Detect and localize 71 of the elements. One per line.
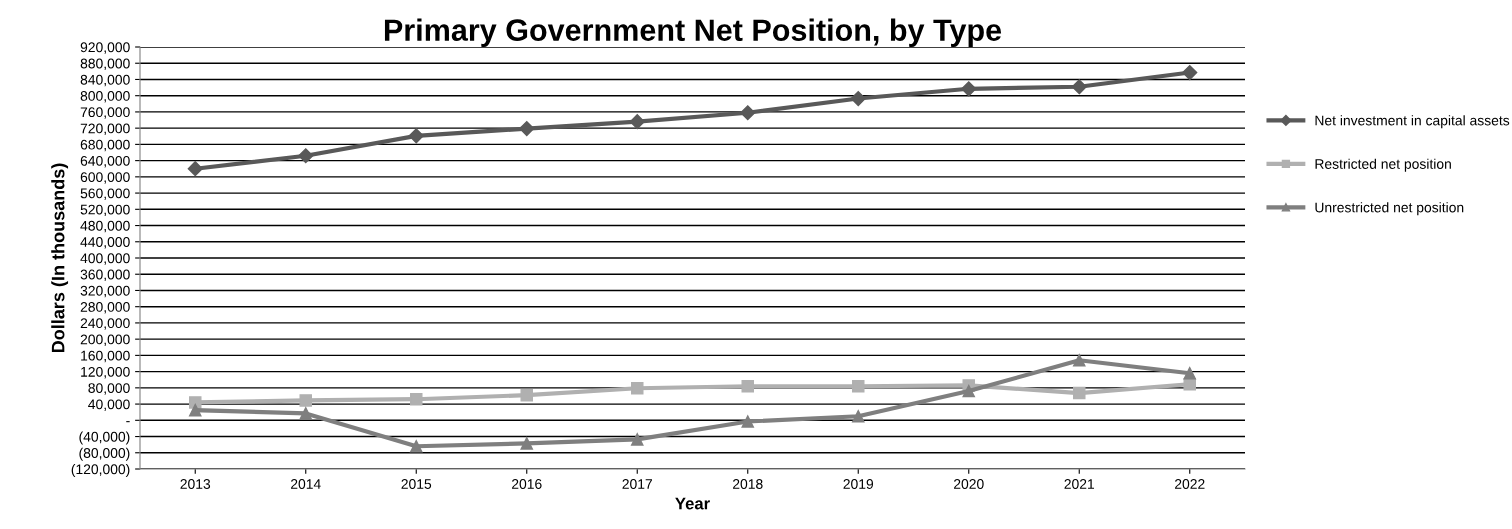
y-tick-label: 600,000 [80,172,130,184]
x-tick-label: 2013 [180,479,211,489]
point [1182,64,1198,81]
x-tick-label: 2022 [1175,479,1205,489]
y-tick-label: 520,000 [80,204,130,217]
y-tick-label: - [126,421,130,423]
y-tick-label: 120,000 [81,366,130,379]
point [519,120,535,137]
y-tick-label: (40,000) [79,431,130,445]
legend-label: Net investment in capital assets [1315,115,1510,129]
y-tick-label: 240,000 [80,318,130,330]
point [1072,354,1086,367]
y-tick-label: 40,000 [88,399,130,411]
y-tick-label: 640,000 [80,155,130,168]
y-tick-label: 200,000 [80,334,130,346]
y-tick-label: 760,000 [80,107,130,119]
x-tick-label: 2017 [622,479,652,489]
y-tick-label: 400,000 [80,253,130,265]
x-tick-label: 2020 [954,479,984,489]
x-tick-label: 2015 [401,479,432,489]
point [299,407,313,420]
y-tick-label: 840,000 [80,74,130,87]
y-tick-label: 920,000 [80,42,130,54]
x-tick-label: 2016 [512,479,542,489]
point [741,379,755,393]
point [188,403,202,417]
chart-title: Primary Government Net Position, by Type [384,18,1002,47]
point [1072,386,1086,400]
x-tick-label: 2014 [291,479,321,489]
point [851,379,865,393]
point [741,415,755,428]
point [299,394,313,407]
x-tick-label: 2019 [843,479,874,489]
y-tick-label: 480,000 [80,220,130,233]
legend-label: Unrestricted net position [1315,202,1464,216]
y-tick-label: 800,000 [80,91,130,103]
point [962,384,976,398]
y-tick-label: (80,000) [79,447,130,461]
point [629,114,645,130]
point [187,161,203,177]
point [740,105,756,121]
y-tick-label: 560,000 [80,188,130,200]
legend-label: Restricted net position [1315,158,1451,172]
x-axis-title: Year [675,497,710,510]
point [408,128,424,144]
x-tick-label: 2021 [1064,479,1095,489]
point [188,396,202,409]
x-tick-label: 2018 [733,479,763,489]
y-tick-label: 880,000 [80,58,130,71]
y-tick-label: 280,000 [80,302,130,314]
point [850,90,866,107]
point [851,409,865,423]
y-tick-label: 360,000 [80,269,130,282]
point [520,437,534,450]
point [630,433,644,446]
y-tick-label: 160,000 [81,350,130,363]
y-tick-label: 80,000 [88,383,130,395]
point [409,392,423,406]
y-tick-label: (120,000) [71,463,130,477]
y-axis-title: Dollars (In thousands) [51,163,69,353]
point [298,148,314,164]
point [409,440,423,453]
y-tick-label: 440,000 [80,237,130,249]
y-tick-label: 320,000 [80,285,130,298]
point [1071,79,1087,95]
y-tick-label: 720,000 [80,123,130,135]
point [961,81,977,97]
y-tick-label: 680,000 [80,139,130,152]
point [1183,366,1197,380]
point [630,382,644,395]
point [520,388,534,402]
